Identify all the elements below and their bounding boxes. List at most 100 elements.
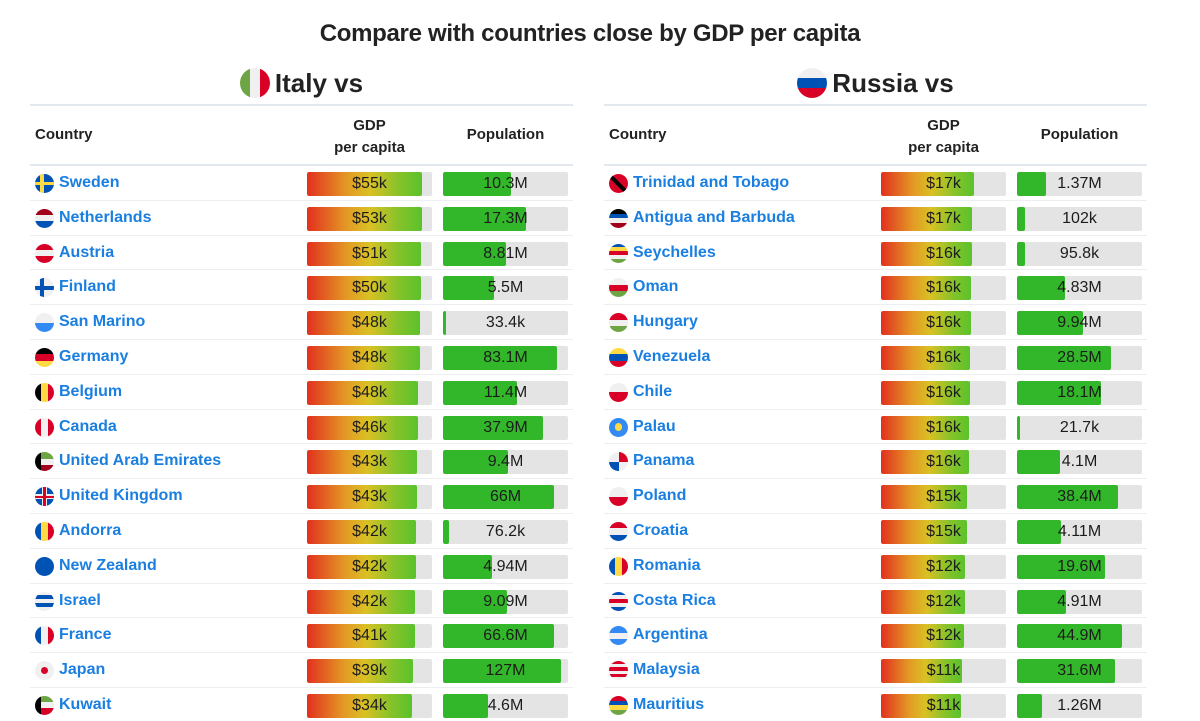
country-link[interactable]: Japan bbox=[59, 661, 106, 679]
panel-heading: Russia vs bbox=[604, 62, 1147, 104]
argentina-flag-icon bbox=[609, 626, 628, 646]
gdp-bar-fill bbox=[881, 659, 963, 684]
gdp-value: $48k bbox=[352, 314, 387, 332]
country-link[interactable]: Venezuela bbox=[633, 347, 711, 365]
population-bar-fill bbox=[1017, 345, 1111, 370]
gdp-value: $42k bbox=[352, 557, 387, 575]
country-link[interactable]: Austria bbox=[59, 243, 115, 261]
country-link[interactable]: Palau bbox=[633, 417, 676, 435]
country-link[interactable]: Belgium bbox=[59, 382, 123, 400]
gdp-bar: $15k bbox=[881, 519, 1006, 544]
uae-flag-icon bbox=[35, 452, 54, 472]
population-bar: 76.2k bbox=[443, 519, 568, 544]
table-row: Romania $12k 19.6M bbox=[604, 549, 1147, 584]
united-kingdom-flag-icon bbox=[35, 487, 54, 507]
country-link[interactable]: Trinidad and Tobago bbox=[633, 174, 790, 191]
population-value: 37.9M bbox=[483, 418, 528, 436]
oman-flag-icon bbox=[609, 278, 628, 298]
population-bar: 1.26M bbox=[1017, 693, 1142, 718]
population-bar: 19.6M bbox=[1017, 554, 1142, 579]
population-bar-fill bbox=[443, 241, 506, 266]
hungary-flag-icon bbox=[609, 313, 628, 333]
population-value: 44.9M bbox=[1057, 627, 1102, 645]
population-bar: 4.91M bbox=[1017, 589, 1142, 614]
gdp-bar: $39k bbox=[307, 659, 432, 684]
population-value: 102k bbox=[1062, 209, 1097, 227]
germany-flag-icon bbox=[35, 347, 54, 367]
population-bar: 4.1M bbox=[1017, 450, 1142, 475]
panel-title: Russia vs bbox=[832, 67, 954, 98]
gdp-value: $16k bbox=[926, 279, 961, 297]
population-bar: 17.3M bbox=[443, 206, 568, 231]
gdp-bar-fill bbox=[307, 172, 422, 196]
population-bar: 102k bbox=[1017, 206, 1142, 231]
population-value: 11.4M bbox=[483, 383, 528, 401]
country-link[interactable]: Netherlands bbox=[59, 208, 152, 226]
country-link[interactable]: United Arab Emirates bbox=[59, 452, 222, 470]
country-link[interactable]: Canada bbox=[59, 417, 117, 435]
country-link[interactable]: Poland bbox=[633, 487, 687, 505]
gdp-bar: $16k bbox=[881, 241, 1006, 266]
table-row: Hungary $16k 9.94M bbox=[604, 305, 1147, 340]
gdp-bar-fill bbox=[881, 241, 973, 266]
antigua-and-barbuda-flag-icon bbox=[609, 208, 628, 228]
country-link[interactable]: Hungary bbox=[633, 313, 698, 331]
gdp-bar-fill bbox=[881, 624, 964, 649]
country-link[interactable]: Panama bbox=[633, 452, 695, 470]
population-value: 66.6M bbox=[483, 627, 528, 645]
country-link[interactable]: Finland bbox=[59, 278, 116, 296]
gdp-value: $16k bbox=[926, 383, 961, 401]
population-value: 19.6M bbox=[1057, 557, 1102, 575]
population-bar-fill bbox=[443, 659, 561, 684]
population-value: 127M bbox=[485, 662, 526, 680]
gdp-bar: $16k bbox=[881, 380, 1006, 405]
table-row: Panama $16k 4.1M bbox=[604, 444, 1147, 480]
table-row: Andorra $42k 76.2k bbox=[30, 514, 573, 549]
country-link[interactable]: Costa Rica bbox=[633, 591, 716, 609]
country-link[interactable]: Argentina bbox=[633, 626, 708, 644]
country-link[interactable]: United Kingdom bbox=[59, 487, 183, 505]
population-bar-fill bbox=[443, 589, 507, 614]
country-link[interactable]: Malaysia bbox=[633, 661, 700, 679]
population-value: 76.2k bbox=[485, 522, 526, 540]
gdp-bar-fill bbox=[307, 589, 415, 614]
country-link[interactable]: Germany bbox=[59, 347, 129, 365]
population-bar: 38.4M bbox=[1017, 485, 1142, 510]
table-row: United Arab Emirates $43k 9.4M bbox=[30, 444, 573, 480]
sweden-flag-icon bbox=[35, 174, 54, 193]
gdp-value: $43k bbox=[352, 453, 387, 471]
country-link[interactable]: Antigua and Barbuda bbox=[633, 208, 795, 226]
table-row: Argentina $12k 44.9M bbox=[604, 618, 1147, 654]
country-link[interactable]: Chile bbox=[633, 382, 673, 400]
country-link[interactable]: Kuwait bbox=[59, 695, 112, 713]
country-link[interactable]: Andorra bbox=[59, 521, 122, 539]
country-link[interactable]: Oman bbox=[633, 278, 679, 296]
gdp-bar-fill bbox=[881, 519, 968, 544]
gdp-value: $50k bbox=[352, 279, 387, 297]
country-link[interactable]: France bbox=[59, 626, 112, 644]
gdp-value: $39k bbox=[352, 662, 387, 680]
population-bar: 95.8k bbox=[1017, 241, 1142, 266]
gdp-bar-fill bbox=[307, 450, 417, 475]
country-link[interactable]: Mauritius bbox=[633, 695, 705, 713]
country-link[interactable]: San Marino bbox=[59, 313, 146, 331]
russia-flag-icon bbox=[797, 68, 828, 98]
population-value: 31.6M bbox=[1057, 662, 1102, 680]
population-bar-fill bbox=[443, 693, 488, 718]
country-link[interactable]: New Zealand bbox=[59, 556, 157, 574]
italy-flag-icon bbox=[239, 68, 270, 98]
country-link[interactable]: Seychelles bbox=[633, 243, 716, 261]
country-link[interactable]: Croatia bbox=[633, 521, 689, 539]
country-link[interactable]: Sweden bbox=[59, 174, 120, 191]
gdp-bar-fill bbox=[307, 415, 419, 440]
gdp-value: $43k bbox=[352, 488, 387, 506]
gdp-value: $53k bbox=[352, 209, 387, 227]
country-link[interactable]: Israel bbox=[59, 591, 101, 609]
table-row: Chile $16k 18.1M bbox=[604, 375, 1147, 410]
column-header-country: Country bbox=[35, 126, 93, 143]
gdp-bar-fill bbox=[307, 554, 416, 579]
table-row: Austria $51k 8.81M bbox=[30, 236, 573, 271]
country-link[interactable]: Romania bbox=[633, 556, 701, 574]
gdp-bar: $16k bbox=[881, 345, 1006, 370]
gdp-bar: $12k bbox=[881, 554, 1006, 579]
